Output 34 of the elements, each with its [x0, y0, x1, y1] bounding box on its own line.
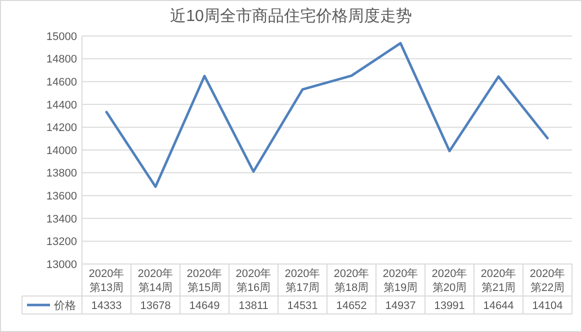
y-tick-label: 13400 — [46, 213, 77, 226]
y-tick-label: 14000 — [46, 144, 77, 157]
y-tick-label: 14200 — [46, 122, 77, 134]
legend-label: 价格 — [53, 300, 76, 312]
y-tick-label: 13000 — [46, 258, 77, 271]
x-tick-label: 2020年第20周 — [432, 268, 468, 294]
x-tick-label: 2020年第13周 — [88, 268, 124, 294]
x-tick-label: 2020年第16周 — [236, 268, 272, 294]
y-tick-label: 14600 — [46, 76, 77, 88]
y-tick-label: 14400 — [46, 99, 77, 112]
data-label: 14937 — [385, 300, 416, 312]
y-tick-label: 14800 — [46, 54, 77, 66]
line-series — [105, 42, 549, 188]
data-label: 14649 — [189, 300, 220, 312]
x-tick-label: 2020年第22周 — [530, 268, 566, 294]
x-tick-label: 2020年第19周 — [382, 268, 418, 294]
x-tick-label: 2020年第15周 — [186, 268, 222, 294]
y-tick-label: 13800 — [46, 168, 77, 180]
y-tick-label: 15000 — [46, 30, 77, 43]
data-label: 14104 — [532, 300, 563, 312]
chart-title: 近10周全市商品住宅价格周度走势 — [170, 7, 412, 25]
data-label: 14531 — [287, 300, 318, 312]
x-tick-label: 2020年第21周 — [480, 268, 516, 294]
data-label: 13991 — [434, 300, 465, 312]
y-tick-label: 13200 — [46, 236, 77, 248]
data-label: 14644 — [483, 300, 514, 312]
data-label: 13678 — [140, 300, 171, 312]
data-label: 14652 — [336, 300, 367, 312]
y-tick-label: 13600 — [46, 190, 77, 202]
data-label: 13811 — [238, 300, 268, 312]
x-tick-label: 2020年第17周 — [284, 268, 320, 294]
x-tick-label: 2020年第14周 — [138, 268, 174, 294]
x-tick-label: 2020年第18周 — [334, 268, 370, 294]
data-label: 14333 — [91, 300, 122, 312]
